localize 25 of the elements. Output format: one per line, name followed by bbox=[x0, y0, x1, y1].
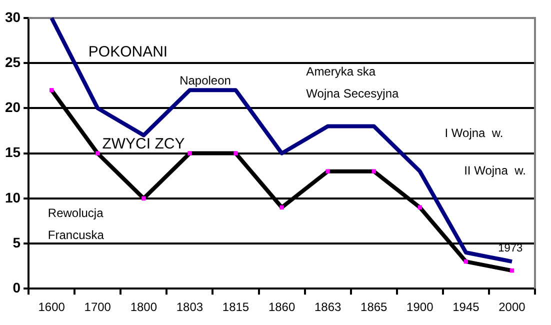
x-tick-label: 1800 bbox=[130, 300, 158, 314]
x-tick-label: 2000 bbox=[498, 300, 526, 314]
y-tick-label: 25 bbox=[4, 54, 21, 70]
x-tick-label: 1700 bbox=[84, 300, 112, 314]
y-tick-label: 5 bbox=[12, 234, 21, 250]
y-tick-label: 10 bbox=[4, 189, 21, 206]
annotation: Rewolucja Francuska bbox=[48, 206, 104, 242]
series-label: ZWYCI ZCY bbox=[102, 135, 185, 152]
x-tick-label: 1900 bbox=[406, 300, 434, 314]
x-tick-label: 1945 bbox=[452, 300, 480, 314]
annotation: Ameryka ska Wojna Secesyjna bbox=[306, 64, 400, 100]
annotation: I Wojna w. bbox=[444, 126, 504, 140]
x-tick-label: 1863 bbox=[314, 300, 342, 314]
x-tick-label: 1860 bbox=[268, 300, 296, 314]
y-tick-label: 20 bbox=[4, 99, 21, 116]
y-tick-label: 30 bbox=[4, 8, 21, 25]
annotation: II Wojna w. bbox=[464, 164, 526, 178]
series-label: POKONANI bbox=[88, 43, 168, 60]
x-tick-label: 1600 bbox=[38, 300, 66, 314]
x-tick-label: 1815 bbox=[222, 300, 250, 314]
x-tick-label: 1803 bbox=[176, 300, 204, 314]
y-tick-label: 15 bbox=[4, 144, 21, 160]
x-tick-label: 1865 bbox=[360, 300, 388, 314]
annotation: Napoleon bbox=[180, 73, 231, 88]
y-tick-label: 0 bbox=[12, 279, 21, 296]
